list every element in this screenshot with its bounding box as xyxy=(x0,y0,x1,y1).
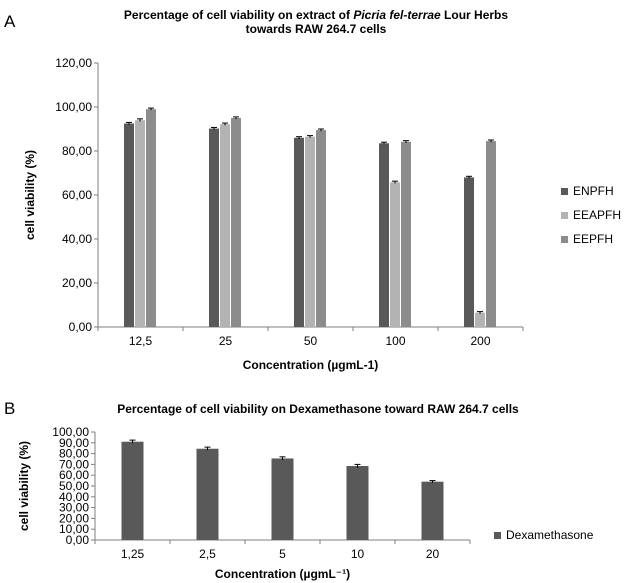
chart-a-bar xyxy=(464,177,474,327)
chart-a-x-tick-label: 100 xyxy=(385,334,405,348)
chart-a-x-axis-label: Concentration (µgmL-1) xyxy=(243,358,379,372)
chart-a-y-tick-label: 60,00 xyxy=(62,188,92,202)
chart-b-x-tick-label: 20 xyxy=(426,547,440,561)
chart-a: 0,00 20,00 40,00 60,00 80,00 100,00 120,00 12,5… xyxy=(23,56,621,372)
chart-a-bar xyxy=(305,136,315,327)
chart-b-x-tick-label: 5 xyxy=(279,547,286,561)
chart-a-legend-label: EEPFH xyxy=(573,232,613,246)
chart-a-bar xyxy=(231,118,241,327)
chart-a-x-tick-label: 12,5 xyxy=(129,334,153,348)
panel-b-label: B xyxy=(4,399,15,418)
chart-a-bar xyxy=(316,130,326,327)
chart-b-bar xyxy=(346,466,369,540)
chart-a-y-tick-label: 100,00 xyxy=(55,100,92,114)
chart-b-y-tick-label: 80,00 xyxy=(59,447,89,461)
chart-a-legend-label: ENPFH xyxy=(573,184,614,198)
chart-b-y-tick-label: 40,00 xyxy=(59,490,89,504)
chart-b-y-tick-label: 70,00 xyxy=(59,457,89,471)
chart-a-bar xyxy=(486,141,496,327)
chart-a-y-axis-label: cell viability (%) xyxy=(23,150,37,240)
chart-b-x-tick-label: 2,5 xyxy=(199,547,216,561)
chart-a-y-tick-label: 120,00 xyxy=(55,56,92,70)
chart-a-title-line2: towards RAW 264.7 cells xyxy=(246,22,387,36)
chart-a-bar xyxy=(379,143,389,327)
chart-a-bar xyxy=(294,137,304,327)
chart-a-bar xyxy=(135,120,145,327)
chart-a-x-tick-label: 25 xyxy=(219,334,233,348)
chart-b-y-tick-label: 90,00 xyxy=(59,436,89,450)
chart-b-y-tick-label: 60,00 xyxy=(59,468,89,482)
chart-b-legend-label: Dexamethasone xyxy=(506,528,594,542)
chart-a-bar xyxy=(146,109,156,327)
chart-a-bar xyxy=(475,312,485,327)
chart-b-title: Percentage of cell viability on Dexameth… xyxy=(117,402,519,416)
chart-b-bar xyxy=(121,441,144,540)
chart-a-bar xyxy=(209,128,219,327)
chart-b-bar xyxy=(196,448,219,540)
chart-b: 0,0010,0020,0030,0040,0050,0060,0070,008… xyxy=(17,425,594,581)
chart-b-y-tick-label: 10,00 xyxy=(59,522,89,536)
chart-a-bar xyxy=(220,124,230,327)
chart-a-x-tick-label: 200 xyxy=(470,334,490,348)
chart-a-y-tick-label: 40,00 xyxy=(62,232,92,246)
chart-a-y-tick-label: 20,00 xyxy=(62,276,92,290)
chart-a-y-tick-label: 80,00 xyxy=(62,144,92,158)
chart-a-bar xyxy=(390,182,400,327)
chart-b-y-tick-label: 100,00 xyxy=(52,425,89,439)
chart-b-bar xyxy=(421,481,444,540)
chart-b-x-tick-label: 1,25 xyxy=(121,547,145,561)
chart-b-legend-swatch xyxy=(494,532,501,539)
chart-a-y-tick-label: 0,00 xyxy=(69,320,93,334)
chart-a-legend-label: EEAPFH xyxy=(573,208,621,222)
chart-b-y-tick-label: 50,00 xyxy=(59,479,89,493)
chart-b-y-tick-label: 0,00 xyxy=(66,533,90,547)
chart-b-bar xyxy=(271,458,294,540)
chart-a-legend-swatch xyxy=(561,188,568,195)
chart-a-bar xyxy=(401,141,411,327)
chart-b-y-tick-label: 20,00 xyxy=(59,511,89,525)
chart-b-x-tick-label: 10 xyxy=(351,547,365,561)
chart-a-title-line1: Percentage of cell viability on extract … xyxy=(124,8,508,22)
chart-b-y-axis-label: cell viability (%) xyxy=(17,441,31,531)
chart-a-legend-swatch xyxy=(561,212,568,219)
chart-b-y-tick-label: 30,00 xyxy=(59,501,89,515)
chart-a-x-tick-label: 50 xyxy=(304,334,318,348)
chart-b-x-axis-label: Concentration (µgmL⁻¹) xyxy=(215,567,350,581)
chart-a-legend-swatch xyxy=(561,236,568,243)
panel-a-label: A xyxy=(4,12,16,31)
chart-a-bar xyxy=(124,123,134,327)
